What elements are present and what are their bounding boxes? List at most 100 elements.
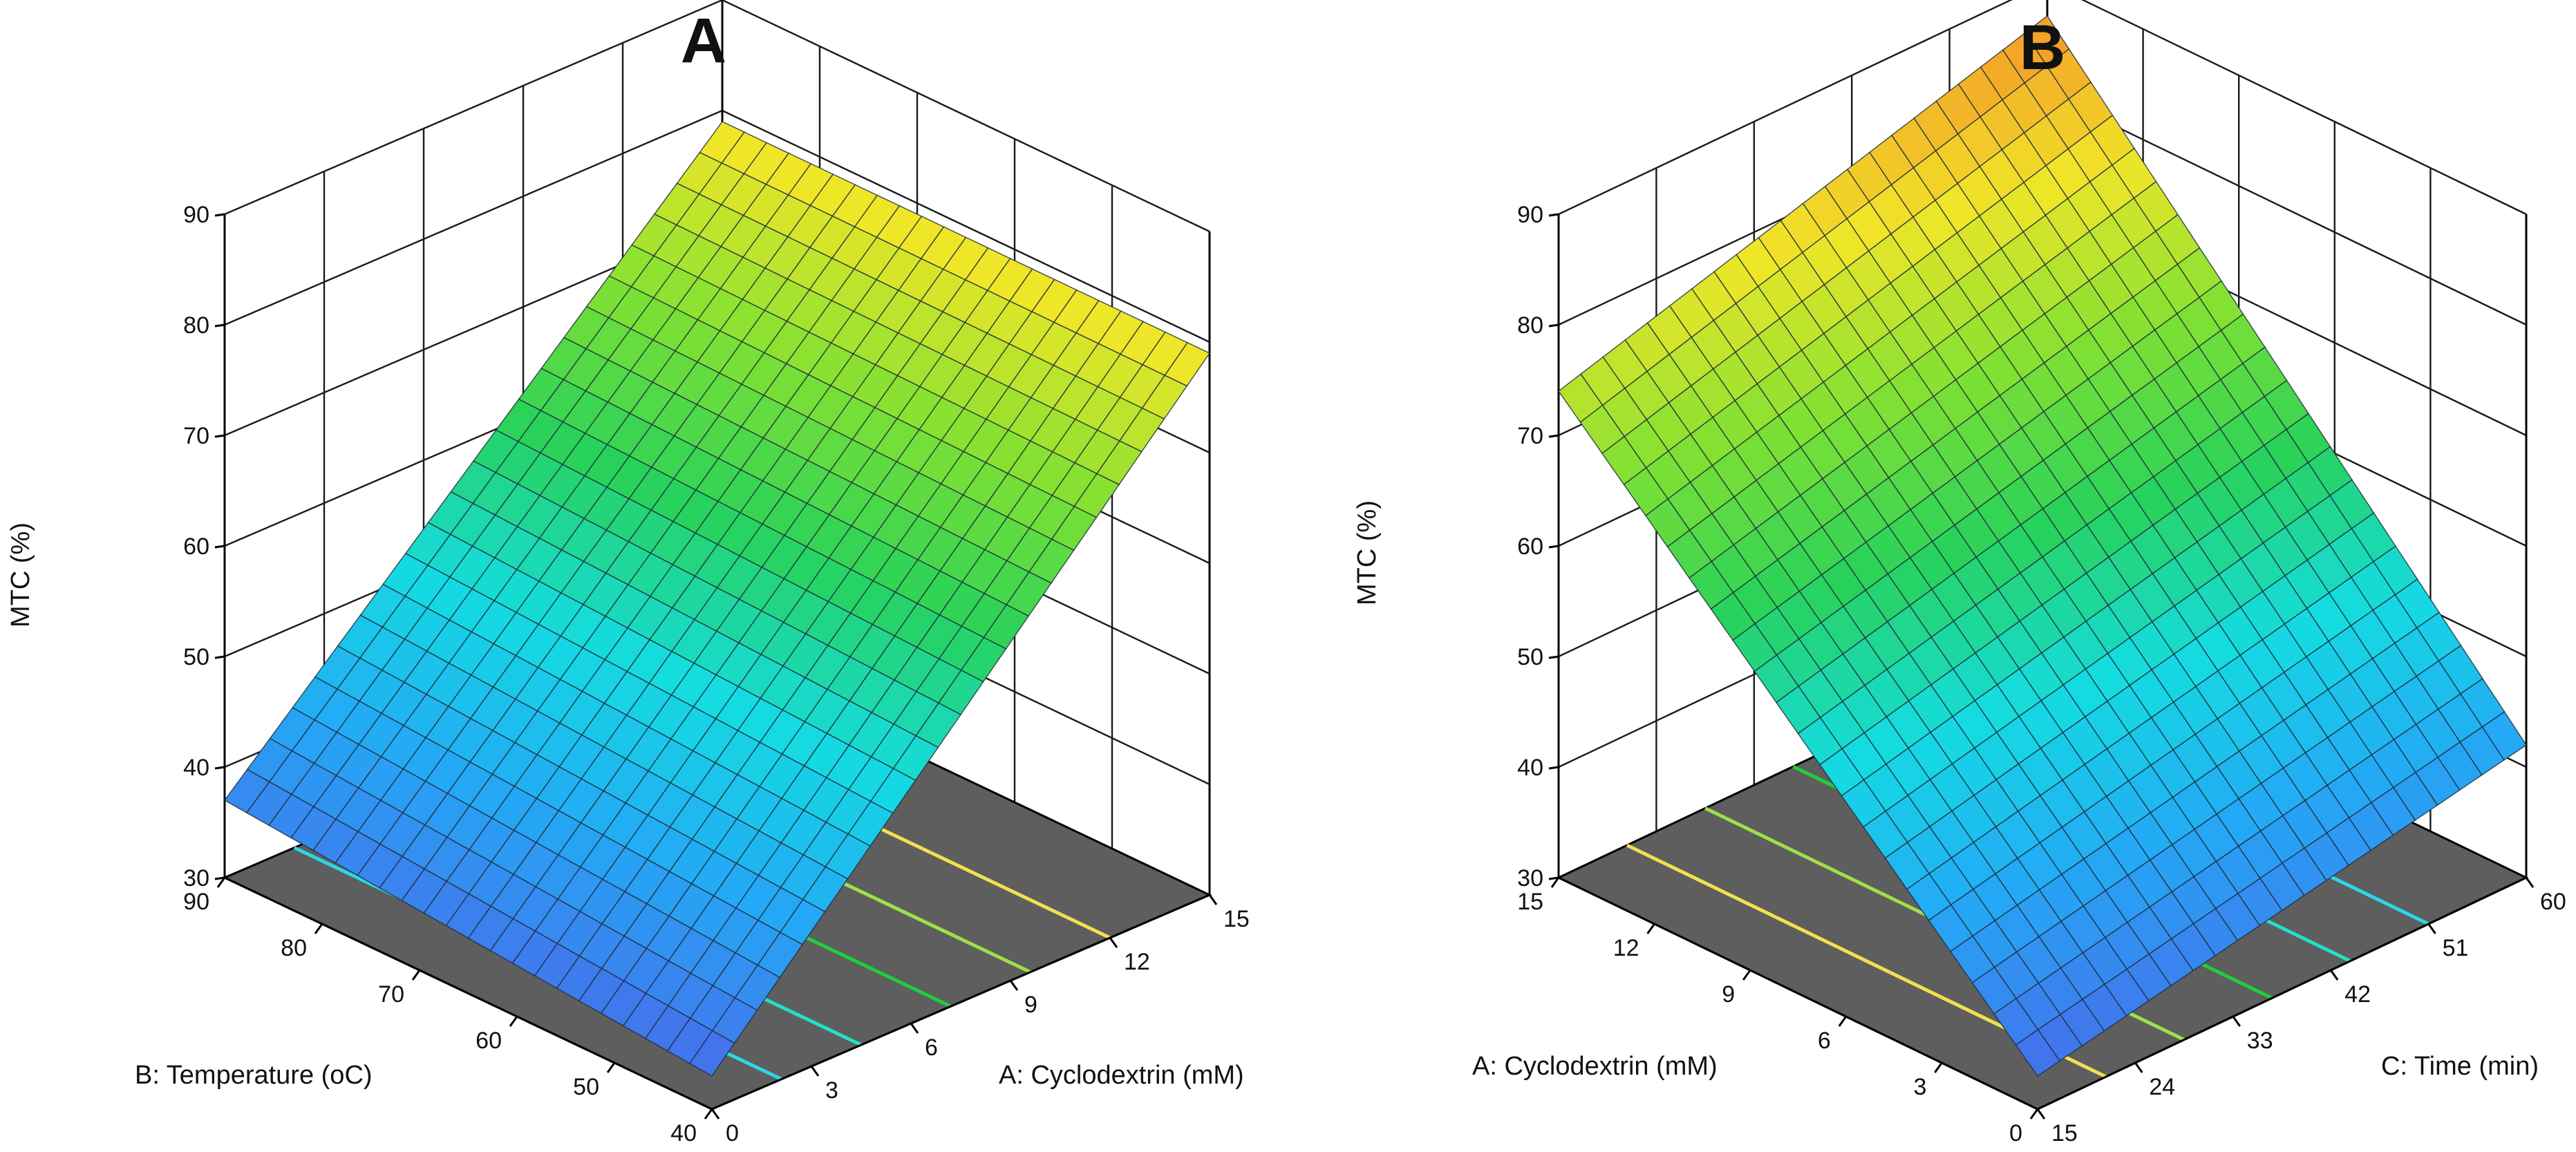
right-axis-tick-label: 0 bbox=[726, 1120, 739, 1146]
z-tick-label: 30 bbox=[183, 865, 209, 891]
right-axis-tick-label: 3 bbox=[825, 1077, 838, 1104]
gridline-right-wall-h bbox=[722, 0, 1210, 233]
gridline-left-wall-h bbox=[224, 0, 723, 216]
left-axis-tick-label: 80 bbox=[281, 935, 307, 961]
right-axis-tick-label: 51 bbox=[2443, 935, 2469, 961]
right-axis-tick-mark bbox=[1009, 980, 1019, 991]
left-axis-tick-label: 60 bbox=[476, 1028, 502, 1054]
z-tick-label: 70 bbox=[1517, 423, 1543, 449]
left-axis-tick-mark bbox=[509, 1016, 518, 1027]
left-axis-tick-mark bbox=[1550, 877, 1560, 888]
z-tick-mark bbox=[1548, 545, 1559, 549]
left-axis-tick-mark bbox=[1838, 1016, 1848, 1027]
gridline-left-wall-h bbox=[224, 109, 723, 326]
left-axis-tick-mark bbox=[411, 970, 421, 981]
left-axis-tick-mark bbox=[1742, 970, 1751, 981]
right-axis-tick-label: 24 bbox=[2149, 1074, 2175, 1100]
right-axis-tick-mark bbox=[1109, 937, 1118, 948]
left-axis-tick-label: 15 bbox=[1517, 889, 1543, 915]
left-axis-tick-label: 9 bbox=[1722, 981, 1735, 1008]
right-axis-tick-label: 9 bbox=[1024, 992, 1037, 1018]
left-axis-tick-mark bbox=[1934, 1062, 1943, 1073]
gridline-right-wall-h bbox=[2080, 0, 2527, 216]
left-axis-tick-label: 70 bbox=[378, 981, 404, 1008]
right-axis-tick-mark bbox=[910, 1023, 919, 1034]
z-tick-label: 40 bbox=[1517, 755, 1543, 781]
left-axis-line bbox=[1558, 876, 2038, 1111]
left-axis-tick-mark bbox=[314, 923, 323, 934]
right-axis-tick-mark bbox=[2232, 1016, 2241, 1027]
right-axis-tick-label: 42 bbox=[2344, 981, 2371, 1008]
z-tick-label: 90 bbox=[183, 202, 209, 228]
z-tick-mark bbox=[214, 434, 225, 438]
z-tick-label: 50 bbox=[1517, 644, 1543, 670]
z-axis-label: MTC (%) bbox=[1353, 500, 1382, 605]
z-tick-label: 40 bbox=[183, 755, 209, 781]
left-axis-tick-label: 90 bbox=[183, 889, 209, 915]
right-axis-tick-label: 33 bbox=[2247, 1028, 2273, 1054]
right-axis-tick-label: 15 bbox=[1223, 906, 1250, 932]
right-axis-tick-mark bbox=[2329, 970, 2339, 981]
surface-cell bbox=[2015, 1029, 2061, 1077]
left-axis-tick-label: 0 bbox=[2009, 1120, 2022, 1146]
right-axis-line bbox=[2037, 876, 2527, 1111]
right-axis-tick-mark bbox=[2525, 877, 2535, 888]
right-axis-tick-mark bbox=[1208, 894, 1218, 905]
z-tick-label: 30 bbox=[1517, 865, 1543, 891]
z-tick-label: 70 bbox=[183, 423, 209, 449]
left-axis-tick-label: 6 bbox=[1818, 1028, 1831, 1054]
z-tick-mark bbox=[214, 655, 225, 659]
left-axis-tick-mark bbox=[704, 1108, 713, 1120]
right-axis-tick-mark bbox=[810, 1066, 820, 1077]
gridline-right-wall-h bbox=[2047, 92, 2527, 326]
z-tick-mark bbox=[214, 213, 225, 217]
right-axis-label: A: Cyclodextrin (mM) bbox=[999, 1061, 1244, 1090]
right-axis-line bbox=[711, 894, 1210, 1111]
left-axis-label: A: Cyclodextrin (mM) bbox=[1472, 1052, 1718, 1081]
panel-title: B bbox=[2020, 12, 2065, 83]
left-axis-tick-label: 3 bbox=[1913, 1074, 1926, 1100]
right-axis-tick-label: 12 bbox=[1124, 949, 1150, 975]
right-axis-tick-mark bbox=[2036, 1108, 2046, 1120]
left-axis-label: B: Temperature (oC) bbox=[135, 1061, 373, 1090]
z-tick-mark bbox=[214, 545, 225, 549]
left-axis-tick-mark bbox=[606, 1062, 616, 1073]
z-tick-mark bbox=[214, 766, 225, 770]
panel-title: A bbox=[681, 6, 726, 76]
z-tick-mark bbox=[1548, 213, 1559, 217]
right-axis-tick-mark bbox=[2427, 923, 2436, 934]
z-tick-label: 50 bbox=[183, 644, 209, 670]
left-axis-line bbox=[224, 876, 713, 1111]
left-axis-tick-mark bbox=[2029, 1108, 2039, 1120]
z-tick-label: 80 bbox=[1517, 312, 1543, 339]
z-tick-label: 60 bbox=[183, 533, 209, 560]
z-tick-mark bbox=[1548, 434, 1559, 438]
right-axis-label: C: Time (min) bbox=[2381, 1052, 2539, 1081]
right-axis-tick-label: 6 bbox=[925, 1035, 938, 1061]
surface-cell bbox=[688, 1030, 735, 1077]
right-axis-tick-label: 15 bbox=[2051, 1120, 2078, 1146]
z-tick-label: 80 bbox=[183, 312, 209, 339]
right-axis-tick-mark bbox=[711, 1108, 720, 1120]
left-axis-tick-mark bbox=[216, 877, 226, 888]
gridline-right-wall-h bbox=[722, 109, 1210, 343]
z-axis-label: MTC (%) bbox=[6, 522, 35, 627]
right-axis-tick-mark bbox=[2134, 1062, 2143, 1073]
z-tick-label: 90 bbox=[1517, 202, 1543, 228]
z-tick-label: 60 bbox=[1517, 533, 1543, 560]
z-tick-mark bbox=[1548, 323, 1559, 328]
gridline-left-wall-h bbox=[1558, 0, 2013, 216]
z-tick-mark bbox=[214, 323, 225, 328]
left-axis-tick-label: 50 bbox=[573, 1074, 599, 1100]
z-tick-mark bbox=[1548, 876, 1559, 880]
left-axis-tick-mark bbox=[1646, 923, 1655, 934]
left-axis-tick-label: 12 bbox=[1613, 935, 1639, 961]
z-tick-mark bbox=[1548, 766, 1559, 770]
right-axis-tick-label: 60 bbox=[2540, 889, 2566, 915]
left-axis-tick-label: 40 bbox=[670, 1120, 697, 1146]
z-tick-mark bbox=[214, 876, 225, 880]
z-tick-mark bbox=[1548, 655, 1559, 659]
